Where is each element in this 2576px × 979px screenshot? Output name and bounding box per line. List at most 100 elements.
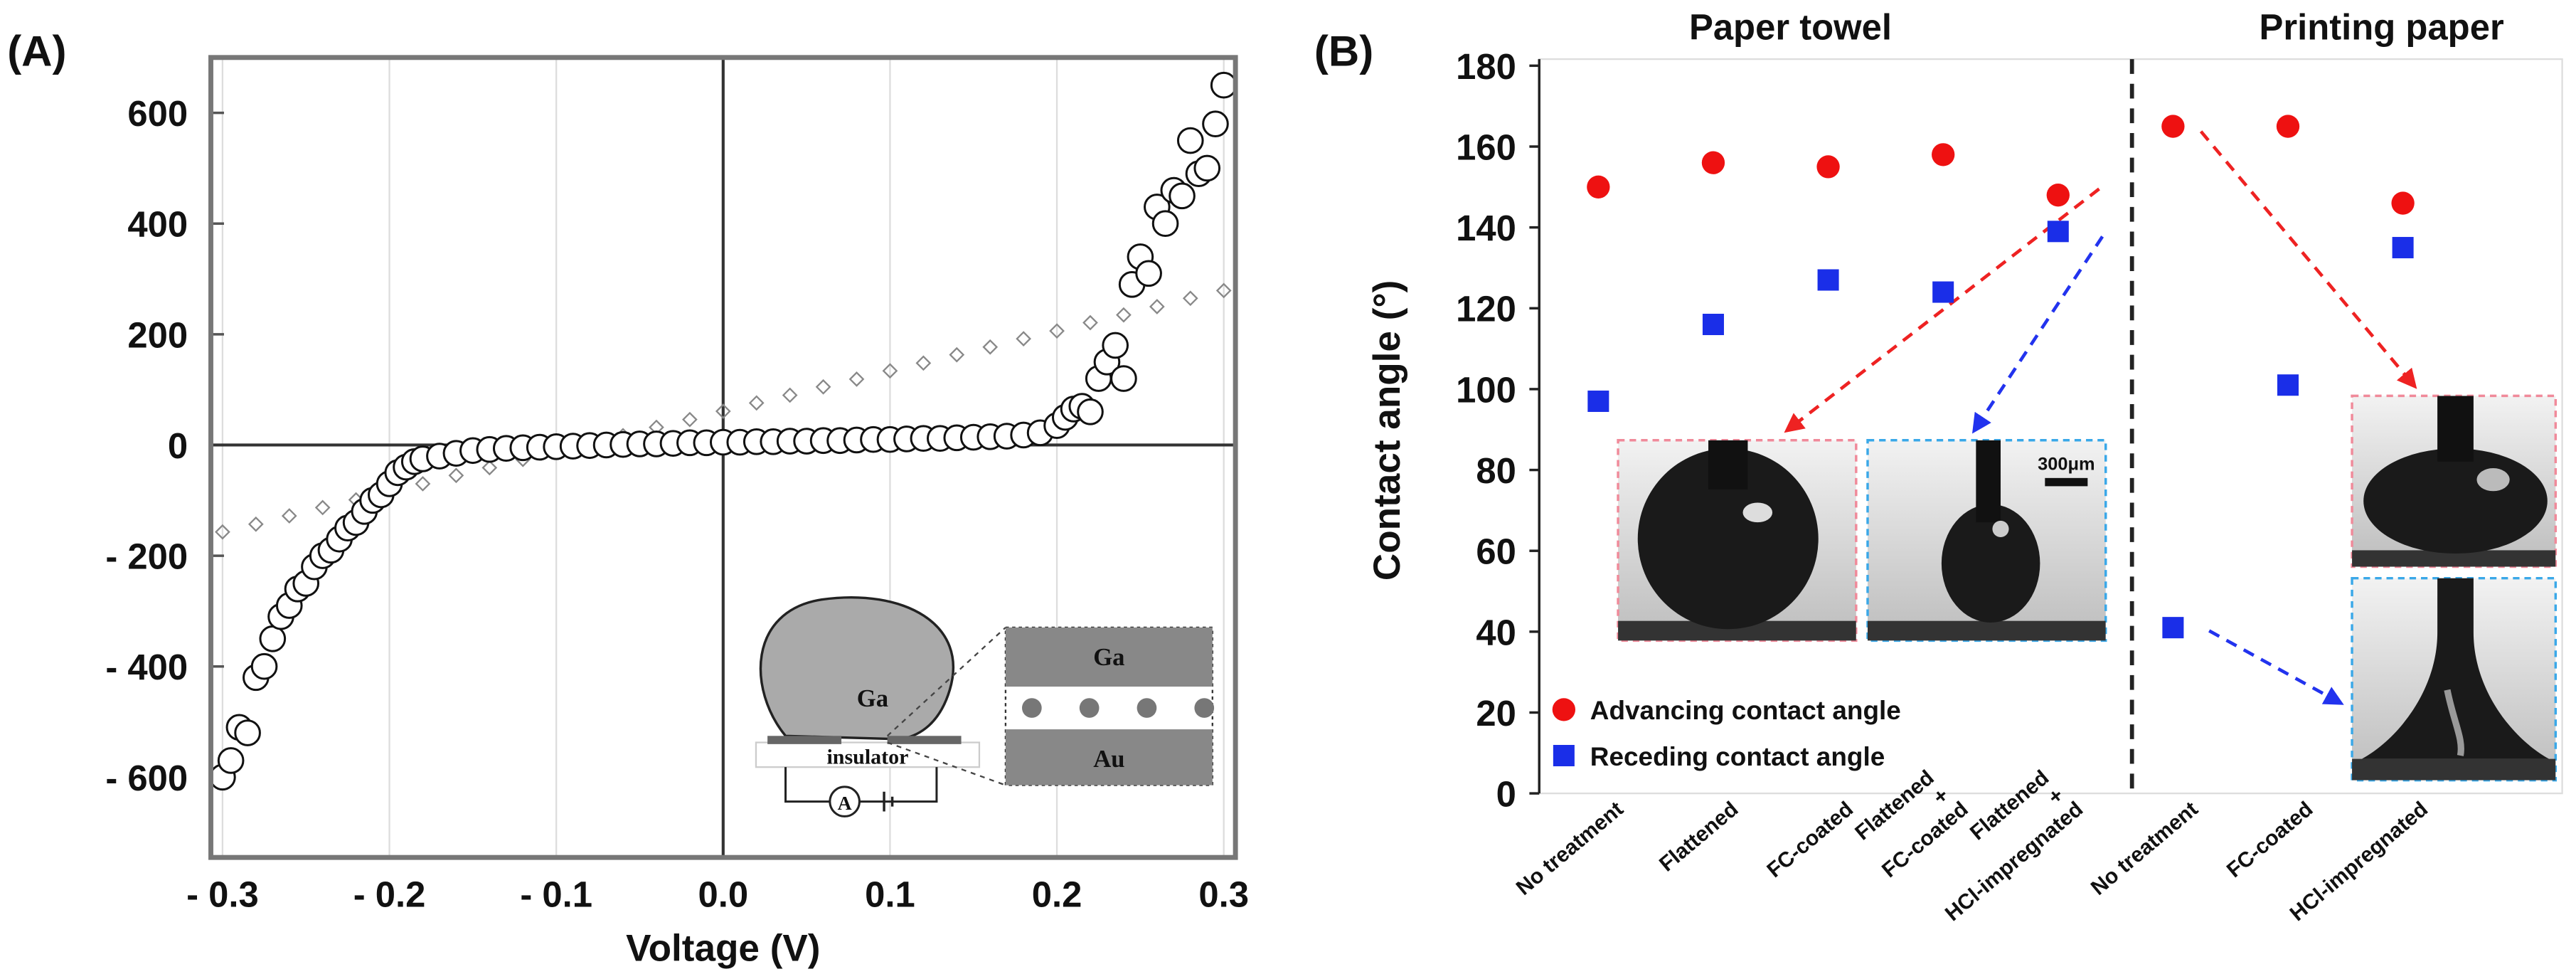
diamond-point [1049,323,1065,339]
advancing-point [2276,115,2300,138]
legend-swatch [1553,745,1575,767]
y-tick-label: 60 [1476,531,1516,572]
circle-point [1176,127,1204,154]
x-tick-label: FC-coated [2223,798,2318,883]
circle-point [234,719,261,746]
x-tick-label: No treatment [2087,798,2203,900]
legend-label: Advancing contact angle [1590,696,1901,725]
y-axis-label: Contact angle (°) [1366,280,1408,581]
y-tick-label: 140 [1456,208,1516,248]
receding-point [2392,237,2414,259]
diamond-point [1116,307,1132,323]
plot-a: - 0.3 - 0.2 - 0.1 0.0 0.1 0.2 0.3 - 600 - 400 - 2… [105,57,1249,914]
x-tick-label: 0.1 [865,874,915,914]
diamond-point [815,379,831,395]
diamond-point [481,460,498,476]
diamond-point [248,516,264,532]
group-label: Printing paper [2260,6,2504,47]
circle-point [1193,154,1221,182]
circle-point [1110,365,1137,392]
legend-label: Receding contact angle [1590,742,1885,771]
x-tick-label: 0.3 [1198,874,1249,914]
diamond-point [982,339,999,355]
circle-point [217,747,245,774]
receding-point [1702,313,1724,336]
circle-point [259,625,287,652]
x-tick-label: Flattened + FC-coated [1848,762,1972,882]
x-tick-label: FC-coated [1762,798,1858,883]
receding-point [1817,269,1839,291]
panel-label: (A) [7,27,66,75]
diamond-point [1215,282,1232,299]
inset-label: A [838,792,852,814]
circle-point [1077,398,1104,425]
y-tick-label: 200 [127,314,188,355]
y-tick-label: 100 [1456,369,1516,410]
circle-point [1135,260,1162,287]
diamond-point [748,395,765,411]
x-tick-label: 0.0 [698,874,749,914]
y-tick-label: - 400 [105,647,188,687]
advancing-point [2046,184,2070,207]
inset-label: Ga [857,685,888,712]
diamond-point [949,346,965,363]
circle-point [1202,110,1229,137]
diamond-point [682,411,698,428]
x-axis-label: Voltage (V) [626,928,820,970]
diamond-point [715,403,731,419]
y-tick-label: 0 [168,425,188,466]
diamond-point [882,363,898,379]
y-tick-label: 40 [1476,612,1516,652]
diamond-point [1149,299,1165,314]
x-tick-label: - 0.3 [186,874,259,914]
inset-diagram: Ga insulator A Ga Au [755,596,1215,817]
scale-bar-label: 300μm [2038,454,2095,474]
receding-point [1587,390,1609,412]
diamond-point [1016,331,1032,346]
x-tick-label: Flattened [1655,798,1742,877]
panel-label: (B) [1314,27,1373,75]
circle-point [1169,182,1196,210]
advancing-point [2161,115,2185,138]
diamond-point [415,476,431,492]
receding-point [1932,281,1954,303]
y-tick-label: 400 [127,204,188,245]
plot-frame [208,55,1238,860]
diamond-point [915,355,932,371]
advancing-point [1816,155,1840,179]
circle-point [1102,332,1129,359]
x-tick-label: - 0.2 [353,874,426,914]
diamond-point [782,387,798,403]
receding-point [2047,221,2069,243]
diamond-point [448,467,464,484]
receding-point [2162,617,2184,639]
diamond-point [281,508,297,524]
scale-bar [2045,477,2088,487]
advancing-point [1587,175,1610,199]
y-tick-label: - 200 [105,536,188,577]
photo-insets: 300μm [1617,394,2558,782]
inset-label: Ga [1093,644,1124,671]
y-tick-label: - 600 [105,758,188,798]
x-tick-label: 0.2 [1032,874,1082,914]
circle-point [1151,210,1179,238]
advancing-point [2391,191,2415,215]
advancing-point [1701,151,1725,174]
y-tick-label: 20 [1476,693,1516,734]
y-tick-label: 120 [1456,289,1516,329]
inset-label: insulator [826,746,908,769]
diamond-point [215,524,230,540]
arrows [1784,130,2417,705]
diamond-point [1182,290,1198,307]
advancing-point [1932,143,1955,166]
circle-point [250,652,278,680]
circle-point [1210,71,1238,99]
diamond-point [314,499,331,516]
diamond-point [1082,314,1098,331]
group-label: Paper towel [1689,6,1892,47]
x-tick-label: No treatment [1512,798,1628,900]
y-tick-label: 600 [127,93,188,134]
diamond-point [848,371,865,387]
